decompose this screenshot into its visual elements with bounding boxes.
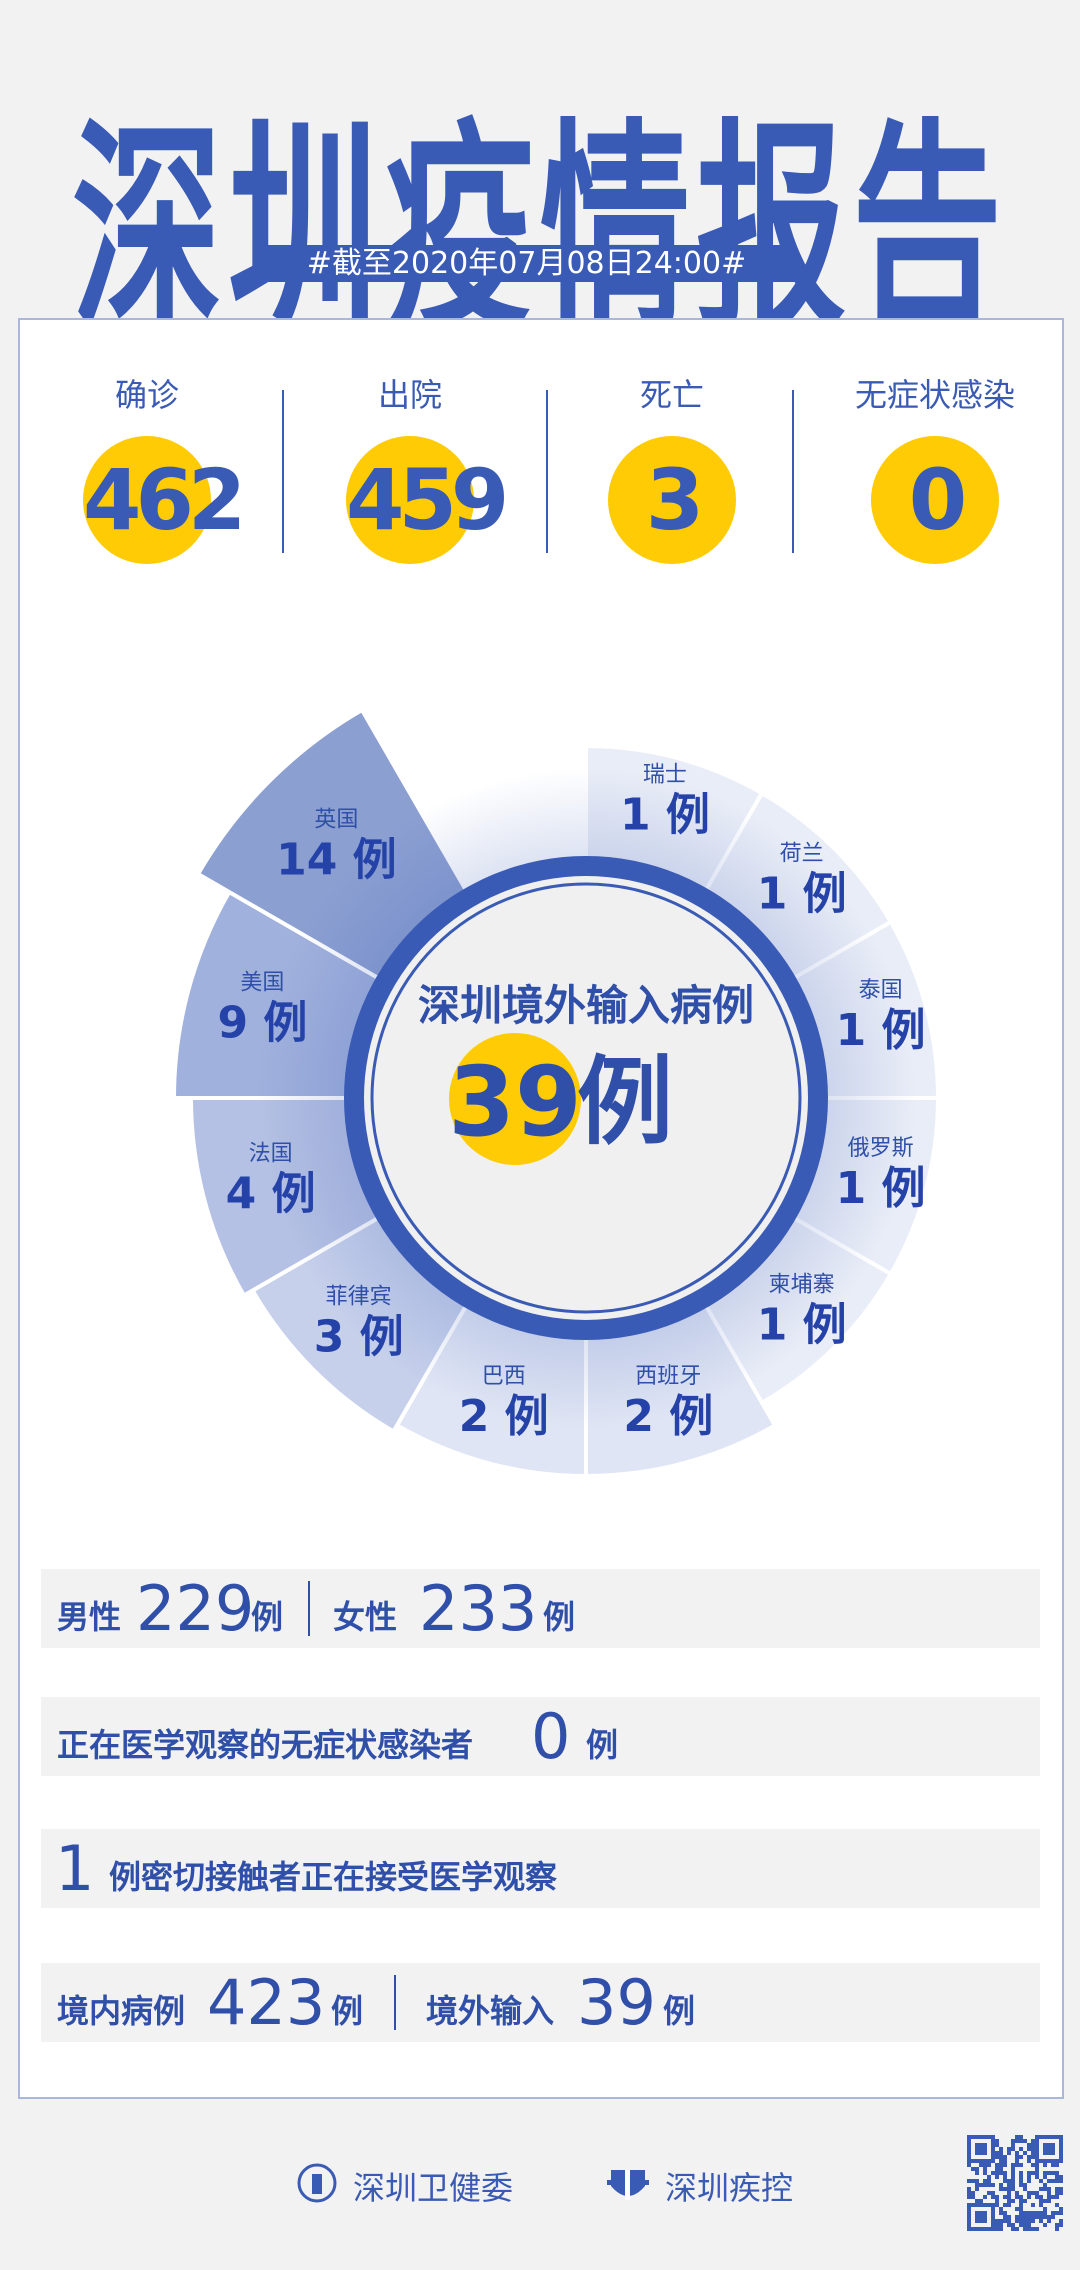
asymptomatic-count: 0 [531, 1700, 571, 1773]
male-label: 男性 [57, 1598, 122, 1636]
unit: 例 [586, 1726, 619, 1764]
divider [792, 390, 794, 553]
stat-label: 死亡 [639, 376, 704, 414]
center-title: 深圳境外输入病例 [418, 981, 754, 1030]
contacts-count: 1 [55, 1832, 95, 1905]
stat-value: 462 [83, 436, 246, 564]
stat-asymptomatic: 无症状感染 0 [803, 370, 1067, 564]
stat-value: 3 [608, 436, 736, 564]
stat-label: 出院 [377, 376, 442, 414]
imported-count: 39 [577, 1966, 656, 2039]
unit: 例 [663, 1992, 696, 2030]
contacts-label: 例密切接触者正在接受医学观察 [109, 1858, 558, 1896]
gender-row: 男性 229 例 女性 233 例 [41, 1569, 1040, 1648]
qr-code-icon [967, 2135, 1063, 2231]
org-cdc: 深圳疾控 [665, 2169, 794, 2207]
asymptomatic-row: 正在医学观察的无症状感染者 0 例 [41, 1697, 1040, 1776]
stat-value: 459 [346, 436, 509, 564]
stat-label: 确诊 [114, 376, 179, 414]
page-title: 深圳疫情报告 [71, 101, 1008, 363]
center-disc [364, 876, 808, 1320]
country-name: 瑞士 [643, 762, 687, 787]
stat-label: 无症状感染 [854, 376, 1015, 414]
country-name: 俄罗斯 [848, 1136, 914, 1161]
divider [308, 1581, 310, 1636]
local-label: 境内病例 [57, 1992, 186, 2030]
country-name: 柬埔寨 [769, 1273, 835, 1298]
country-name: 巴西 [482, 1364, 526, 1389]
country-count: 1 例 [757, 868, 847, 919]
country-count: 1 例 [757, 1300, 847, 1351]
center-total: 39 [448, 1046, 582, 1158]
unit: 例 [331, 1992, 364, 2030]
stat-discharged: 出院 459 [278, 370, 542, 564]
divider [546, 390, 548, 553]
country-count: 9 例 [217, 997, 307, 1048]
cdc-logo-icon [607, 2170, 649, 2200]
country-count: 1 例 [836, 1005, 926, 1056]
center-inner-ring [370, 882, 802, 1314]
female-label: 女性 [333, 1598, 398, 1636]
female-count: 233 [419, 1572, 538, 1645]
country-count: 4 例 [226, 1169, 316, 1220]
local-count: 423 [207, 1966, 326, 2039]
country-count: 1 例 [620, 789, 710, 840]
country-name: 菲律宾 [326, 1284, 392, 1309]
origin-row: 境内病例 423 例 境外输入 39 例 [41, 1963, 1040, 2042]
total-highlight [449, 1033, 581, 1165]
country-count: 2 例 [623, 1391, 713, 1442]
date-banner: #截至2020年07月08日24:00# [258, 245, 795, 282]
country-name: 泰国 [859, 978, 903, 1003]
divider [394, 1975, 396, 2030]
country-count: 14 例 [276, 834, 397, 885]
country-count: 2 例 [459, 1391, 549, 1442]
health-commission-logo-icon [297, 2163, 337, 2203]
contacts-row: 1 例密切接触者正在接受医学观察 [41, 1829, 1040, 1908]
asymptomatic-label: 正在医学观察的无症状感染者 [57, 1726, 474, 1764]
male-count: 229 [136, 1572, 255, 1645]
country-count: 1 例 [836, 1163, 926, 1214]
unit: 例 [251, 1598, 284, 1636]
imported-label: 境外输入 [426, 1992, 555, 2030]
country-name: 法国 [249, 1142, 293, 1167]
country-count: 3 例 [314, 1311, 404, 1362]
org-health-commission: 深圳卫健委 [353, 2169, 514, 2207]
center-unit: 例 [577, 1046, 673, 1158]
country-name: 英国 [314, 807, 358, 832]
stat-deaths: 死亡 3 [540, 370, 804, 564]
country-name: 西班牙 [635, 1364, 701, 1389]
divider [282, 390, 284, 553]
stat-value: 0 [871, 436, 999, 564]
unit: 例 [543, 1598, 576, 1636]
stat-confirmed: 确诊 462 [15, 370, 279, 564]
country-name: 美国 [240, 970, 284, 995]
country-name: 荷兰 [780, 841, 824, 866]
